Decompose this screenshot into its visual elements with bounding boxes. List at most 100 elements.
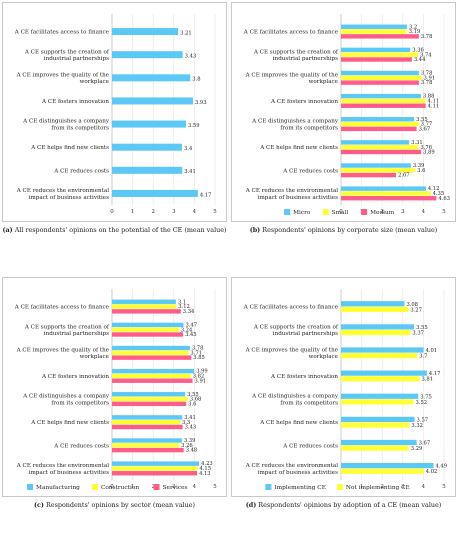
bar [112,466,198,471]
data-label: 3.55 [187,392,199,398]
data-label: 3.1 [178,299,186,305]
bar [112,392,186,397]
x-tick-label: 2 [151,209,154,215]
category-label: A CE supports the creation of industrial … [253,49,339,62]
bar [112,327,179,332]
panel-c: 0 1 2 3 4 5 A CE facilitates access to finance… [0,275,229,550]
bar [341,70,419,76]
bar [112,415,183,420]
x-tick-label: 5 [442,484,446,490]
category-label: A CE reduces the environmental impact of … [16,188,109,201]
data-label: 4.35 [433,191,445,197]
category-label: A CE distinguishes a company from its com… [251,119,339,132]
data-label: 3.91 [424,75,436,81]
bar [112,28,179,36]
bar [341,301,405,307]
data-label: 3.6 [417,168,425,174]
category-label: A CE supports the creation of industrial … [253,324,339,337]
bar [341,445,409,451]
legend-label: Small [332,210,349,216]
chart-frame [231,2,456,222]
data-label: 3.32 [411,423,423,429]
bar [112,443,180,448]
data-label: 3.78 [421,34,433,40]
bar [112,355,192,360]
bar [341,149,422,155]
bar [112,419,180,425]
x-tick-label: 1 [131,209,134,215]
data-label: 3.55 [416,325,428,331]
bar [112,97,193,105]
x-tick-label: 1 [131,484,134,490]
bar [112,322,184,328]
data-label: 4.01 [426,348,438,354]
category-label: A CE fosters innovation [270,374,338,380]
bar [341,117,415,122]
chart-c-svg: 0 1 2 3 4 5 A CE facilitates access to finance… [14,289,217,491]
data-label: 3.36 [412,47,424,53]
data-label: 4.23 [201,461,213,467]
bar [112,461,200,466]
bar [341,191,431,196]
legend-label: Implementing CE [274,485,326,491]
data-label: 3.2 [409,24,417,30]
bar [341,163,411,168]
category-label: A CE supports the creation of industrial … [24,324,110,337]
data-label: 3.59 [188,123,200,129]
data-label: 4.63 [438,196,450,202]
data-label: 3.43 [185,54,197,60]
bar [341,80,419,85]
bar [112,350,189,356]
panel-label: (a) [2,226,13,234]
bar [341,439,417,446]
bar [341,75,422,81]
bar [341,399,414,405]
x-tick-label: 5 [213,484,217,490]
bar [341,52,419,57]
x-tick-label: 4 [193,484,197,490]
data-label: 3.89 [423,150,435,156]
bar [341,144,419,150]
category-label: A CE improves the quality of the workplac… [16,72,110,85]
data-label: 3.19 [409,29,421,35]
bar [341,172,397,178]
category-label: A CE helps find new clients [259,145,338,151]
data-label: 3.68 [190,397,202,403]
data-label: 3.31 [411,140,423,146]
category-label: A CE reduces costs [282,443,338,449]
data-label: 3.37 [412,330,424,336]
legend-label: Construction [101,485,139,491]
data-label: 3.71 [190,350,202,356]
chart-a-svg: 0 1 2 3 4 5 A CE facilitates access to finance… [14,14,217,215]
bar [112,368,195,374]
legend-swatch [284,209,291,215]
data-label: 4.13 [199,471,211,477]
bar [341,468,424,474]
data-label: 3.47 [185,322,197,328]
bar [112,309,181,314]
data-label: 3.88 [423,94,435,100]
legend-swatch [336,484,343,490]
x-tick-label: 4 [422,484,426,490]
x-tick-label: 0 [110,484,114,490]
data-label: 3.75 [420,394,432,400]
bar [112,51,183,59]
caption-text: Respondents' opinions by sector (mean va… [46,501,195,509]
legend-swatch [265,484,272,490]
data-label: 3.55 [416,117,428,123]
data-label: 4.02 [426,469,438,475]
chart-frame [2,2,227,222]
data-label: 3.52 [416,400,428,406]
data-label: 3.3 [182,420,190,426]
bar [112,332,184,337]
category-label: A CE helps find new clients [30,145,109,151]
data-label: 3.39 [184,438,196,444]
data-label: 3.8 [192,77,200,83]
panel-a: 0 1 2 3 4 5 A CE facilitates access to finance… [0,0,229,275]
x-tick-label: 4 [193,209,197,215]
data-label: 3.29 [411,446,423,452]
